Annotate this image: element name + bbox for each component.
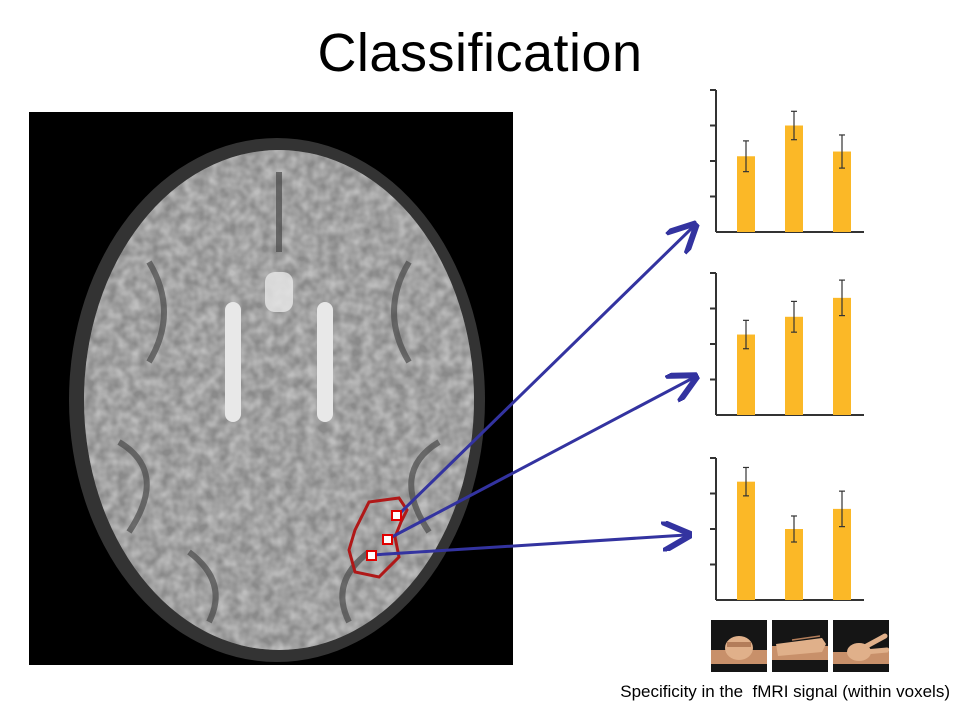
hand-gesture-row <box>711 620 889 672</box>
bar <box>737 481 755 600</box>
voxel-marker-2 <box>382 534 393 545</box>
caption: Specificity in the fMRI signal (within v… <box>620 682 950 701</box>
bar <box>833 508 851 600</box>
roi-outline <box>347 496 409 579</box>
bar <box>785 316 803 415</box>
bar <box>833 151 851 232</box>
voxel-1-bar-chart <box>710 89 864 233</box>
paper-open-hand-icon <box>772 620 828 672</box>
arrow-voxel-1 <box>395 227 693 518</box>
voxel-3-bar-chart <box>710 457 864 601</box>
slide-title: Classification <box>317 23 643 83</box>
voxel-marker-1 <box>391 510 402 521</box>
bar <box>737 156 755 232</box>
voxel-marker-3 <box>366 550 377 561</box>
scissors-hand-icon <box>833 620 889 672</box>
bar <box>737 334 755 415</box>
bar <box>833 297 851 415</box>
rock-fist-icon <box>711 620 767 672</box>
bar <box>785 125 803 232</box>
arrow-voxel-3 <box>371 535 686 557</box>
brain-scan-image <box>29 112 513 665</box>
arrow-voxel-2 <box>387 378 693 541</box>
ventricles <box>225 272 333 422</box>
bar <box>785 529 803 600</box>
voxel-2-bar-chart <box>710 272 864 416</box>
